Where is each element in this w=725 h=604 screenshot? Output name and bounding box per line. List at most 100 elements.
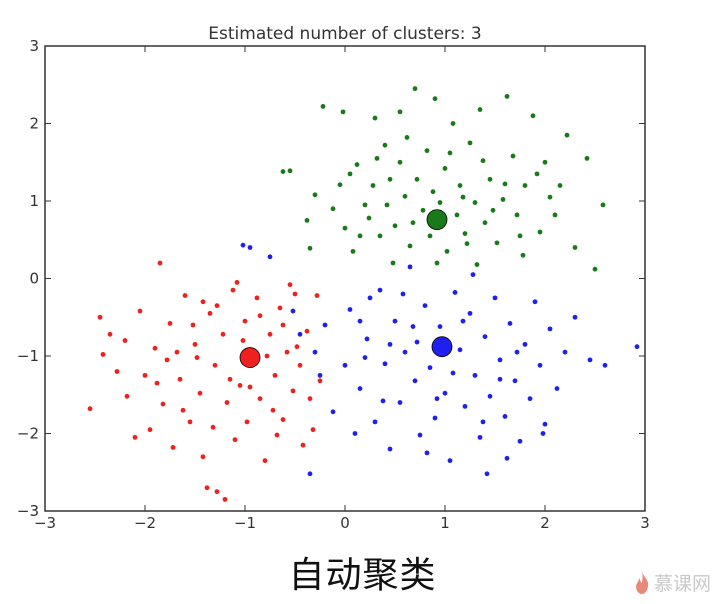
data-point <box>200 299 206 305</box>
data-point <box>342 225 348 231</box>
data-point <box>137 308 143 314</box>
data-point <box>460 194 466 200</box>
data-point <box>152 345 158 351</box>
data-point <box>487 176 493 182</box>
data-point <box>477 434 483 440</box>
data-point <box>390 260 396 266</box>
data-point <box>244 419 250 425</box>
data-point <box>364 336 370 342</box>
data-point <box>317 372 323 378</box>
data-point <box>322 322 328 328</box>
data-point <box>194 355 200 360</box>
data-point <box>480 158 486 164</box>
data-point <box>457 347 463 353</box>
data-point <box>192 341 198 347</box>
data-point <box>554 386 560 391</box>
data-point <box>132 434 138 440</box>
data-point <box>337 182 343 188</box>
data-point <box>454 212 460 218</box>
y-tick-label: −2 <box>17 425 39 443</box>
data-point <box>97 314 103 320</box>
data-point <box>457 183 463 188</box>
scatter-chart: Estimated number of clusters: 3 −3 −2 −1 0 1… <box>17 24 650 532</box>
y-tick-label: 1 <box>29 192 39 210</box>
cluster-center <box>431 336 453 358</box>
data-point <box>210 424 216 430</box>
data-point <box>254 295 260 301</box>
data-point <box>287 168 293 174</box>
watermark: 慕课网 <box>633 569 711 596</box>
data-point <box>397 400 403 405</box>
data-point <box>600 202 606 208</box>
data-point <box>222 496 228 502</box>
data-point <box>227 376 233 382</box>
data-point <box>494 240 500 246</box>
y-tick-label: −1 <box>17 347 39 365</box>
x-tick-label: 2 <box>540 514 550 532</box>
data-point <box>437 324 443 329</box>
data-point <box>512 378 518 384</box>
data-point <box>414 339 420 345</box>
data-point <box>522 183 528 188</box>
data-point <box>564 132 570 138</box>
data-point <box>362 355 368 360</box>
x-tick-label: −3 <box>34 514 56 532</box>
data-point <box>267 254 273 260</box>
data-point <box>177 376 183 382</box>
chart-title: Estimated number of clusters: 3 <box>208 24 481 44</box>
data-point <box>297 331 303 337</box>
data-point <box>200 454 206 460</box>
data-point <box>634 344 640 350</box>
data-point <box>552 212 558 218</box>
data-point <box>352 431 358 436</box>
y-tick-label: −3 <box>17 502 39 520</box>
data-point <box>427 233 433 239</box>
data-point <box>442 390 448 396</box>
data-point <box>447 150 453 156</box>
data-point <box>240 242 246 248</box>
data-point <box>392 223 398 229</box>
data-point <box>424 450 430 456</box>
data-point <box>347 307 353 312</box>
data-point <box>464 241 470 247</box>
data-point <box>307 245 313 251</box>
data-point <box>510 153 516 159</box>
data-point <box>542 421 548 427</box>
data-point <box>387 176 393 182</box>
data-point <box>320 104 326 109</box>
data-point <box>452 290 458 295</box>
data-point <box>592 266 598 272</box>
data-point <box>504 93 510 99</box>
data-point <box>340 109 346 115</box>
data-point <box>357 318 363 324</box>
data-point <box>280 322 286 328</box>
data-point <box>284 349 290 355</box>
x-tick-label: 3 <box>640 514 650 532</box>
data-point <box>487 393 493 399</box>
data-point <box>480 419 486 425</box>
data-point <box>310 427 316 433</box>
data-point <box>404 135 410 140</box>
data-point <box>447 458 453 464</box>
data-point <box>304 328 310 334</box>
data-point <box>122 338 128 343</box>
data-point <box>366 215 372 221</box>
data-point <box>280 417 286 422</box>
data-point <box>212 362 218 368</box>
data-point <box>374 155 380 161</box>
data-point <box>182 293 188 298</box>
data-point <box>472 372 478 378</box>
data-point <box>557 183 563 188</box>
data-point <box>312 192 318 198</box>
x-tick-label: −1 <box>234 514 256 532</box>
data-point <box>472 200 478 205</box>
data-point <box>377 287 383 293</box>
data-point <box>482 334 488 340</box>
data-point <box>380 398 386 404</box>
data-point <box>307 471 313 477</box>
data-point <box>124 393 130 399</box>
data-point <box>242 318 248 324</box>
data-point <box>537 229 543 235</box>
flame-icon <box>635 571 649 594</box>
data-point <box>437 200 443 205</box>
